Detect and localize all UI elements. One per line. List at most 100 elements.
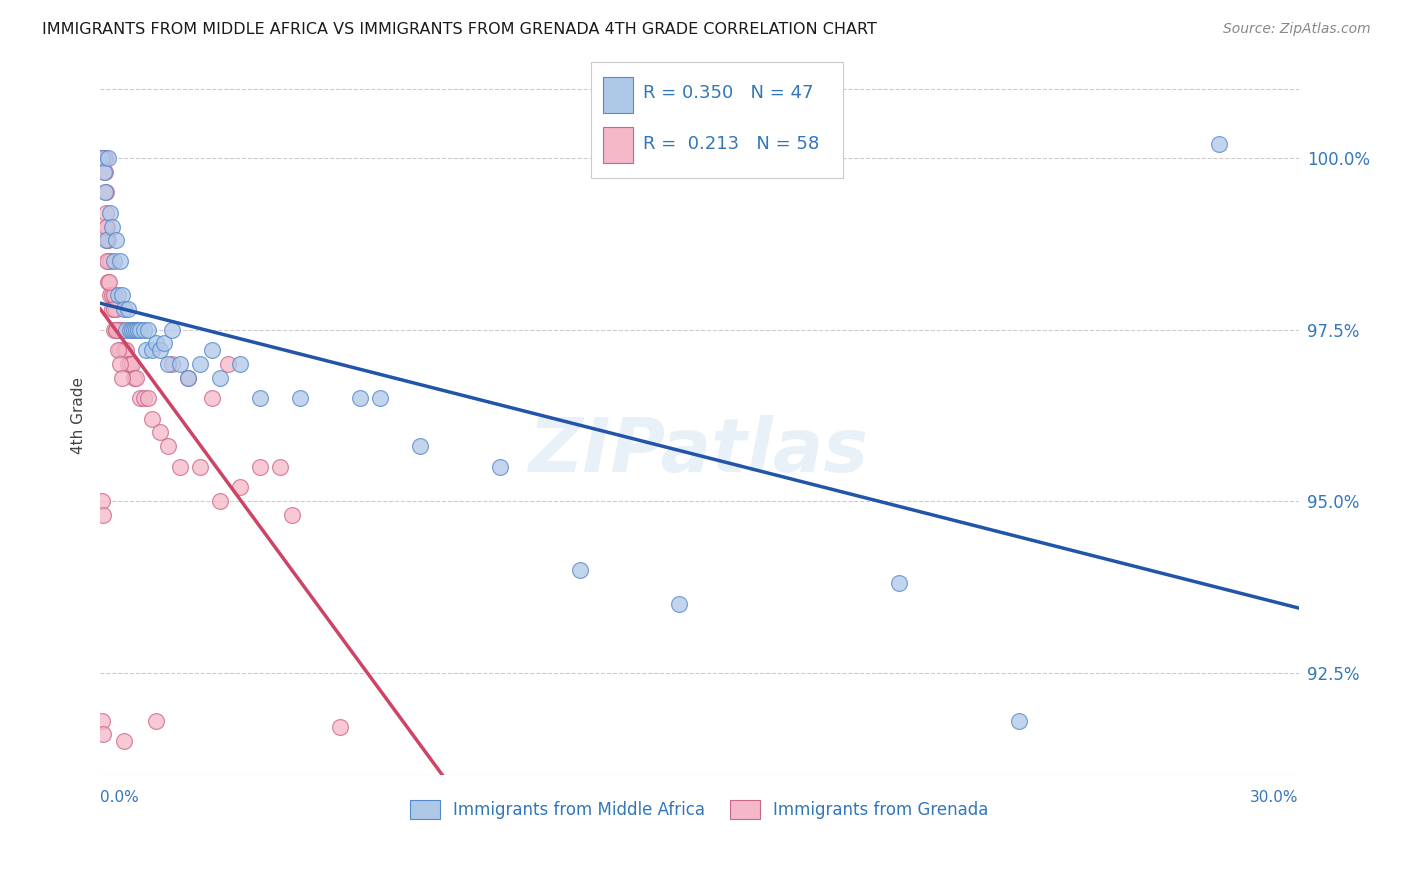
Point xyxy=(568,563,591,577)
Point xyxy=(112,343,135,357)
Point xyxy=(93,165,115,179)
Point xyxy=(249,459,271,474)
Point xyxy=(125,322,148,336)
Point xyxy=(108,343,131,357)
Point xyxy=(201,343,224,357)
Point xyxy=(249,391,271,405)
Y-axis label: 4th Grade: 4th Grade xyxy=(72,376,86,454)
Point xyxy=(98,206,121,220)
Text: ZIPatlas: ZIPatlas xyxy=(529,415,869,488)
Point xyxy=(349,391,371,405)
Point xyxy=(94,206,117,220)
Point xyxy=(132,391,155,405)
Point xyxy=(177,370,200,384)
Point xyxy=(169,357,191,371)
Point xyxy=(145,714,167,728)
Point xyxy=(105,233,128,247)
Point xyxy=(107,288,129,302)
Point xyxy=(129,391,152,405)
Point xyxy=(91,151,114,165)
Point xyxy=(160,357,183,371)
Point xyxy=(122,370,145,384)
Point xyxy=(157,357,180,371)
Point xyxy=(96,254,118,268)
Text: R =  0.213   N = 58: R = 0.213 N = 58 xyxy=(643,135,820,153)
Point xyxy=(117,357,139,371)
Point xyxy=(94,219,117,234)
Point xyxy=(103,301,125,316)
Text: 30.0%: 30.0% xyxy=(1250,790,1299,805)
Point xyxy=(125,370,148,384)
Point xyxy=(1008,714,1031,728)
Point xyxy=(145,336,167,351)
Point xyxy=(112,301,135,316)
Point xyxy=(887,576,910,591)
Point xyxy=(97,233,120,247)
Point xyxy=(329,720,352,734)
Point xyxy=(91,151,114,165)
Point xyxy=(98,288,121,302)
Point xyxy=(103,322,125,336)
Point xyxy=(157,439,180,453)
Point xyxy=(668,597,690,611)
Point xyxy=(112,734,135,748)
Point xyxy=(368,391,391,405)
Point xyxy=(149,425,172,440)
Point xyxy=(288,391,311,405)
Point xyxy=(94,186,117,200)
Point xyxy=(105,322,128,336)
Point xyxy=(127,322,149,336)
Point xyxy=(135,343,157,357)
Point xyxy=(115,343,138,357)
Point xyxy=(93,151,115,165)
Point xyxy=(488,459,510,474)
Point xyxy=(108,254,131,268)
Point xyxy=(117,301,139,316)
Point xyxy=(101,219,124,234)
Point xyxy=(97,275,120,289)
Point xyxy=(105,301,128,316)
Point xyxy=(153,336,176,351)
Point xyxy=(101,288,124,302)
Point xyxy=(120,357,142,371)
Point xyxy=(269,459,291,474)
Point xyxy=(141,411,163,425)
Point xyxy=(94,165,117,179)
Point xyxy=(217,357,239,371)
Point xyxy=(281,508,304,522)
Point xyxy=(111,322,134,336)
Point xyxy=(188,459,211,474)
Point xyxy=(208,494,231,508)
Point xyxy=(121,322,143,336)
Point xyxy=(120,322,142,336)
Point xyxy=(136,322,159,336)
Point xyxy=(169,459,191,474)
Point xyxy=(111,288,134,302)
Point xyxy=(97,151,120,165)
Point xyxy=(91,714,114,728)
Point xyxy=(103,254,125,268)
Point xyxy=(94,186,117,200)
Point xyxy=(132,322,155,336)
Text: R = 0.350   N = 47: R = 0.350 N = 47 xyxy=(643,85,814,103)
Point xyxy=(160,322,183,336)
Text: IMMIGRANTS FROM MIDDLE AFRICA VS IMMIGRANTS FROM GRENADA 4TH GRADE CORRELATION C: IMMIGRANTS FROM MIDDLE AFRICA VS IMMIGRA… xyxy=(42,22,877,37)
Point xyxy=(93,151,115,165)
Point xyxy=(96,219,118,234)
Point xyxy=(188,357,211,371)
Point xyxy=(107,322,129,336)
Point xyxy=(115,322,138,336)
Point xyxy=(97,254,120,268)
Point xyxy=(97,275,120,289)
Point xyxy=(105,322,128,336)
Point xyxy=(94,151,117,165)
Point xyxy=(409,439,432,453)
Point xyxy=(229,480,252,494)
Bar xyxy=(603,128,634,163)
Point xyxy=(141,343,163,357)
Point xyxy=(93,151,115,165)
FancyBboxPatch shape xyxy=(592,62,844,178)
Text: 0.0%: 0.0% xyxy=(100,790,139,805)
Point xyxy=(149,343,172,357)
Point xyxy=(177,370,200,384)
